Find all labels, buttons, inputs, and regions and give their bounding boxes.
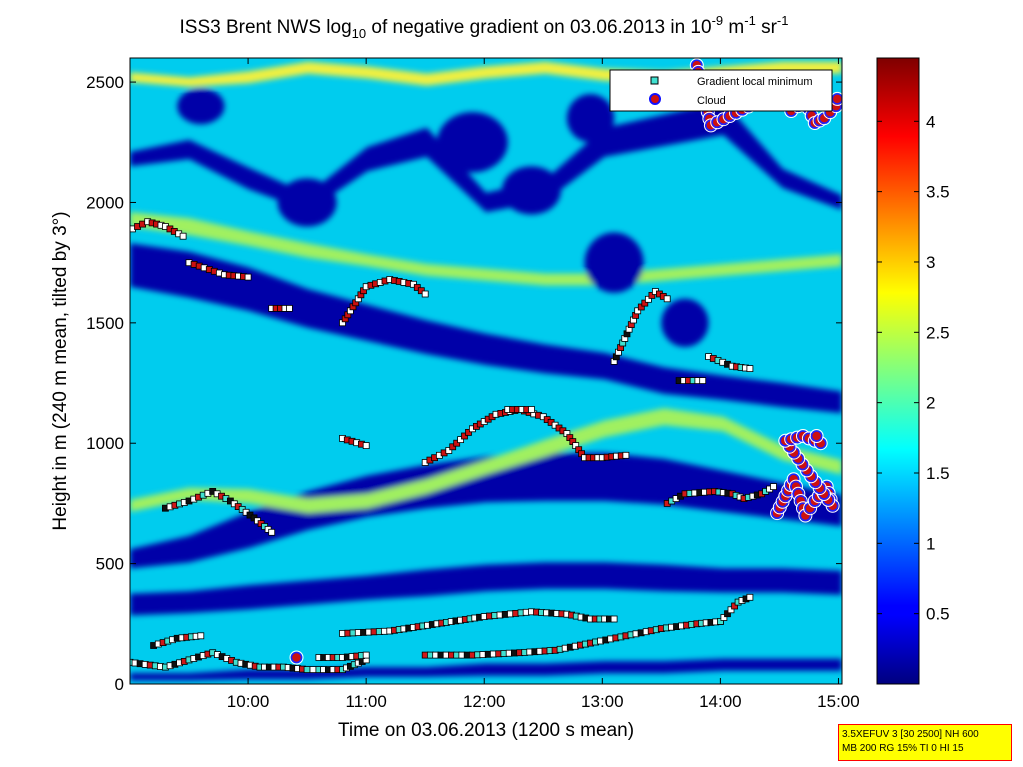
y-axis: 0 500 1000 1500 2000 2500 bbox=[86, 73, 842, 694]
heatmap-band-0 bbox=[130, 243, 842, 414]
x-tick-label: 10:00 bbox=[227, 692, 270, 711]
colorbar-tick-label: 3.5 bbox=[926, 183, 950, 202]
legend-marker-cloud bbox=[649, 93, 661, 105]
legend: Gradient local minimum Cloud bbox=[609, 69, 833, 112]
plot-frame bbox=[129, 57, 843, 685]
heatmap-patch-5 bbox=[177, 88, 225, 125]
y-tick-label: 2000 bbox=[86, 193, 124, 212]
colorbar-tick-label: 2 bbox=[926, 394, 935, 413]
legend-marker-gradient bbox=[650, 76, 659, 85]
colorbar-tick-label: 4 bbox=[926, 112, 935, 131]
gradient-minimum-marker bbox=[362, 442, 370, 450]
legend-label-cloud: Cloud bbox=[697, 95, 726, 107]
heatmap-patch-1 bbox=[436, 112, 508, 173]
gradient-minimum-marker bbox=[303, 666, 311, 673]
cloud-marker-ring bbox=[809, 429, 824, 443]
gradient-minimum-marker bbox=[648, 291, 656, 299]
gradient-minimum-marker bbox=[285, 304, 293, 312]
x-tick-label: 11:00 bbox=[346, 692, 387, 711]
gradient-minimum-marker bbox=[309, 666, 317, 673]
gradient-minimum-marker bbox=[645, 295, 652, 303]
gradient-minimum-marker bbox=[770, 483, 777, 491]
gradient-minimum-marker bbox=[449, 443, 457, 451]
colorbar-tick-label: 2.5 bbox=[926, 323, 950, 342]
y-tick-label: 0 bbox=[115, 675, 124, 694]
info-box: 3.5XEFUV 3 [30 2500] NH 600 MB 200 RG 15… bbox=[838, 724, 1012, 761]
colorbar-tick-label: 1 bbox=[926, 534, 935, 553]
colorbar-ticks: 0.5 1 1.5 2 2.5 3 3.5 4 bbox=[877, 112, 950, 624]
gradient-minimum-marker bbox=[717, 618, 724, 625]
gradient-minimum-marker bbox=[637, 303, 645, 311]
heatmap-bands bbox=[130, 61, 842, 681]
gradient-minimum-marker bbox=[461, 432, 468, 440]
gradient-minimum-marker bbox=[727, 606, 735, 614]
heatmap-band-5 bbox=[130, 408, 842, 514]
x-axis-label: Time on 03.06.2013 (1200 s mean) bbox=[338, 720, 634, 741]
y-tick-label: 1000 bbox=[86, 434, 124, 453]
gradient-minimum-marker bbox=[197, 632, 205, 640]
colorbar-tick-label: 1.5 bbox=[926, 464, 950, 483]
x-tick-label: 15:00 bbox=[817, 692, 860, 711]
gradient-minimum-marker bbox=[724, 610, 731, 618]
gradient-minimum-marker bbox=[179, 232, 187, 240]
heatmap-patch-3 bbox=[584, 232, 644, 293]
gradient-minimum-marker bbox=[746, 593, 754, 601]
heatmap-band-7 bbox=[130, 101, 842, 213]
heatmap-patch-4 bbox=[661, 298, 709, 347]
legend-label-gradient: Gradient local minimum bbox=[697, 76, 813, 88]
heatmap-patch-6 bbox=[566, 94, 615, 143]
cloud-marker bbox=[831, 93, 842, 105]
gradient-minimum-marker bbox=[453, 439, 461, 447]
x-tick-label: 13:00 bbox=[581, 692, 624, 711]
legend-box bbox=[609, 69, 833, 112]
x-tick-label: 12:00 bbox=[463, 692, 506, 711]
gradient-minimum-marker bbox=[731, 602, 738, 610]
gradient-minimum-marker bbox=[641, 299, 649, 307]
heatmap-band-1 bbox=[130, 452, 842, 569]
markers-layer bbox=[130, 58, 842, 673]
gradient-minimum-marker bbox=[465, 428, 472, 436]
gradient-minimum-marker bbox=[610, 615, 618, 623]
x-tick-label: 14:00 bbox=[699, 692, 742, 711]
gradient-minimum-marker bbox=[421, 290, 429, 298]
chart-title: ISS3 Brent NWS log10 of negative gradien… bbox=[180, 13, 789, 41]
colorbar-tick-label: 3 bbox=[926, 253, 935, 272]
gradient-minimum-marker bbox=[746, 365, 754, 373]
y-tick-label: 1500 bbox=[86, 314, 124, 333]
cloud-marker bbox=[290, 651, 303, 664]
gradient-minimum-marker bbox=[699, 377, 707, 385]
heatmap-patch-2 bbox=[501, 166, 561, 215]
heatmap-patch-0 bbox=[277, 178, 337, 227]
colorbar-tick-label: 0.5 bbox=[926, 605, 950, 624]
info-line-2: MB 200 RG 15% TI 0 HI 15 bbox=[842, 743, 964, 754]
gradient-minimum-marker bbox=[634, 307, 642, 315]
heatmap-band-3 bbox=[130, 658, 842, 681]
gradient-minimum-marker bbox=[720, 614, 728, 621]
heatmap-field bbox=[130, 58, 842, 684]
gradient-minimum-marker bbox=[528, 406, 535, 413]
gradient-minimum-marker bbox=[622, 451, 630, 459]
colorbar bbox=[876, 57, 920, 685]
heatmap-band-2 bbox=[130, 562, 842, 616]
gradient-minimum-marker bbox=[457, 436, 465, 444]
cloud-marker bbox=[810, 430, 823, 442]
gradient-minimum-marker bbox=[268, 528, 276, 536]
cloud-marker-ring bbox=[289, 650, 304, 665]
heatmap-band-4 bbox=[130, 212, 842, 286]
info-line-1: 3.5XEFUV 3 [30 2500] NH 600 bbox=[842, 729, 979, 740]
x-axis: 10:00 11:00 12:00 13:00 14:00 15:00 bbox=[227, 58, 860, 711]
gradient-minimum-marker bbox=[362, 651, 370, 659]
y-tick-label: 500 bbox=[96, 555, 124, 574]
y-tick-label: 2500 bbox=[86, 73, 124, 92]
gradient-minimum-marker bbox=[663, 295, 671, 303]
gradient-minimum-marker bbox=[244, 273, 252, 281]
gradient-minimum-marker bbox=[445, 447, 453, 454]
y-axis-label: Height in m (240 m mean, tilted by 3°) bbox=[50, 211, 71, 530]
